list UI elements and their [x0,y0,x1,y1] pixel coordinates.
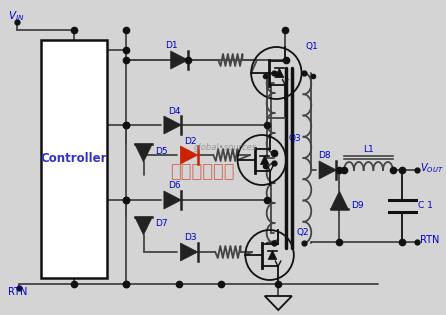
Text: D6: D6 [168,181,180,191]
FancyBboxPatch shape [41,40,107,278]
Polygon shape [135,217,152,235]
Polygon shape [180,243,198,261]
Text: Q2: Q2 [297,228,310,238]
Text: D2: D2 [184,136,197,146]
Text: D7: D7 [155,220,168,228]
Polygon shape [268,250,277,260]
Polygon shape [164,116,182,134]
Text: L1: L1 [363,146,374,154]
Text: Q3: Q3 [289,134,301,142]
Text: D1: D1 [165,42,178,50]
Polygon shape [265,296,292,310]
Text: $V_{OUT}$: $V_{OUT}$ [420,161,443,175]
Text: Q1: Q1 [306,43,318,51]
Text: 电子工程专辑: 电子工程专辑 [169,163,234,181]
Polygon shape [180,146,198,164]
Text: C 1: C 1 [418,202,433,210]
Text: Controller: Controller [41,152,107,165]
Polygon shape [330,191,348,209]
Polygon shape [171,51,188,69]
Text: RTN: RTN [8,287,27,297]
Polygon shape [164,191,182,209]
Polygon shape [319,161,336,179]
Text: D3: D3 [184,233,197,243]
Text: D5: D5 [155,146,168,156]
Text: $V_{IN}$: $V_{IN}$ [8,9,24,23]
Polygon shape [275,68,284,78]
Text: D4: D4 [168,106,180,116]
Text: RTN: RTN [420,235,439,245]
Polygon shape [135,144,152,162]
Text: global•sources: global•sources [194,144,257,152]
Text: D8: D8 [318,152,330,161]
Text: D9: D9 [351,201,363,209]
Polygon shape [260,156,269,164]
